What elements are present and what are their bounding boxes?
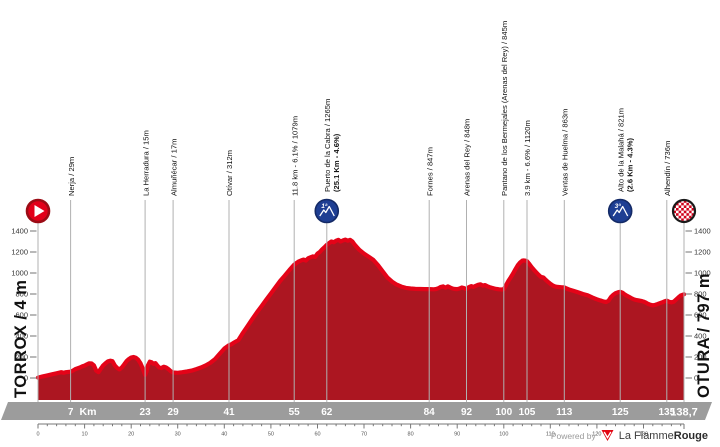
elevation-edge-line — [35, 237, 687, 380]
waypoint-label: Alto de la Malahá / 821m — [616, 108, 625, 192]
ruler-tick-label: 10 — [82, 432, 88, 438]
ruler-tick-label: 30 — [175, 432, 181, 438]
km-marker-label: 113 — [556, 407, 573, 418]
ruler-tick-label: 20 — [128, 432, 134, 438]
waypoint-label: Arenas del Rey / 848m — [463, 119, 472, 196]
y-tick-label-left: 1400 — [11, 227, 28, 236]
waypoint-label: Fornes / 847m — [425, 147, 434, 196]
start-icon — [25, 198, 51, 224]
climb-category-icon: 3ª — [607, 198, 633, 224]
ruler-tick-label: 100 — [499, 432, 508, 438]
waypoint-label: Puerto de la Cabra / 1265m — [323, 99, 332, 192]
y-tick-label-left: 1200 — [11, 248, 28, 257]
waypoint-climb-stats: (25.1 Km - 4.6%) — [332, 133, 341, 192]
ruler-tick-label: 70 — [361, 432, 367, 438]
elevation-area — [38, 239, 684, 400]
y-tick-label-right: 600 — [694, 311, 707, 320]
brand-name: La FlammeRouge — [618, 429, 708, 442]
y-tick-label-right: 200 — [694, 353, 707, 362]
climb-category-icon: 1ª — [314, 198, 340, 224]
waypoint-label: Ventas de Huelma / 863m — [561, 109, 570, 196]
km-marker-label: 7 — [68, 407, 74, 418]
ruler-tick-label: 80 — [408, 432, 414, 438]
km-axis-bar — [1, 402, 712, 420]
ruler-tick-label: 130 — [639, 432, 648, 438]
powered-by-text: Powered by — [550, 430, 596, 441]
ruler-tick-label: 40 — [221, 432, 227, 438]
waypoint-label: Pantano de los Bermejales (Arenas del Re… — [500, 21, 509, 196]
km-marker-label: 41 — [223, 407, 235, 418]
y-tick-label-left: 800 — [15, 290, 28, 299]
km-marker-label: 84 — [424, 407, 436, 418]
ruler-tick-label: 110 — [546, 432, 555, 438]
ruler-tick-label: 120 — [592, 432, 601, 438]
y-tick-label-left: 400 — [15, 332, 28, 341]
km-marker-label: 100 — [495, 407, 512, 418]
svg-text:3ª: 3ª — [615, 203, 622, 210]
km-final-label: 138,7 — [670, 407, 698, 419]
svg-text:1ª: 1ª — [321, 203, 328, 210]
y-tick-label-left: 1000 — [11, 269, 28, 278]
y-tick-label-right: 1400 — [694, 227, 711, 236]
waypoint-label: Alhendín / 736m — [663, 141, 672, 196]
y-tick-label-right: 400 — [694, 332, 707, 341]
ruler-tick-label: 0 — [36, 432, 39, 438]
km-marker-label: 135 — [658, 407, 675, 418]
km-marker-label: 92 — [461, 407, 473, 418]
finish-town-label: OTURA / 797 m — [695, 273, 713, 398]
km-axis-title: Km — [80, 406, 97, 418]
km-marker-label: 125 — [612, 407, 629, 418]
waypoint-label: 3.9 km - 6.6% / 1120m — [523, 120, 532, 196]
waypoint-climb-stats: (2.6 Km - 4.3%) — [625, 138, 634, 192]
waypoint-label: Nerja / 29m — [67, 157, 76, 196]
km-marker-label: 29 — [168, 407, 180, 418]
y-tick-label-left: 200 — [15, 353, 28, 362]
y-tick-label-right: 1200 — [694, 248, 711, 257]
footer-branding: Powered by La FlammeRouge — [551, 429, 708, 442]
km-marker-label: 23 — [140, 407, 152, 418]
finish-icon — [671, 198, 697, 224]
waypoint-label: Almuñécar / 17m — [169, 139, 178, 196]
km-marker-label: 62 — [321, 407, 333, 418]
y-tick-label-right: 0 — [694, 374, 698, 383]
km-marker-label: 55 — [289, 407, 301, 418]
km-marker-label: 105 — [519, 407, 536, 418]
y-tick-label-right: 800 — [694, 290, 707, 299]
start-town-label: TORROX / 4 m — [12, 280, 30, 398]
y-tick-label-left: 600 — [15, 311, 28, 320]
y-tick-label-right: 1000 — [694, 269, 711, 278]
waypoint-label: Otívar / 312m — [225, 150, 234, 196]
waypoint-label: 11.8 km - 6.1% / 1079m — [290, 116, 299, 196]
la-flamme-rouge-logo-icon — [601, 430, 614, 441]
ruler-tick-label: 50 — [268, 432, 274, 438]
ruler-tick-label: 90 — [454, 432, 460, 438]
waypoint-label: La Herradura / 15m — [141, 130, 150, 196]
ruler-tick-label: 60 — [314, 432, 320, 438]
y-tick-label-left: 0 — [24, 374, 28, 383]
